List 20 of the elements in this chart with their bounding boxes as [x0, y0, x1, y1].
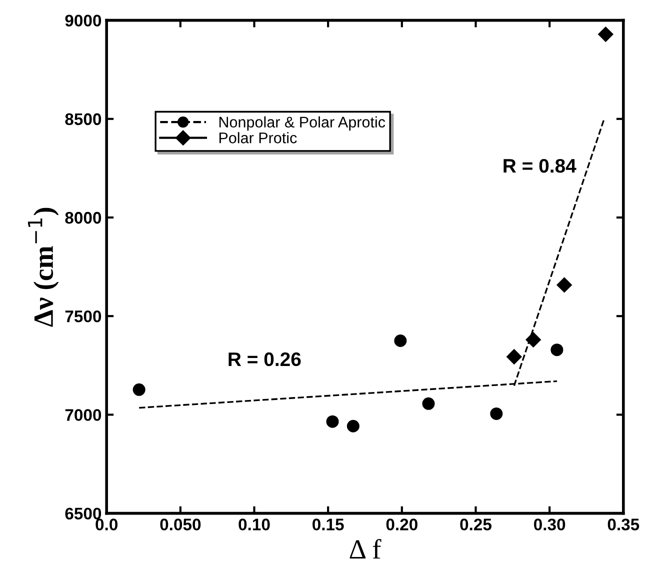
y-tick-label: 7000	[65, 409, 102, 421]
legend-label: Nonpolar & Polar Aprotic	[219, 116, 386, 131]
y-tick-label: 9000	[65, 14, 102, 27]
annotation: R = 0.84	[504, 158, 576, 173]
x-tick-label: 0.20	[386, 518, 418, 530]
x-axis-title: Δ f	[350, 538, 382, 559]
y-tick-label: 6500	[65, 508, 102, 520]
x-tick-label: 0.0	[96, 518, 118, 530]
x-tick-label: 0.35	[608, 518, 640, 530]
y-tick-label: 7500	[65, 310, 102, 322]
y-tick-label: 8000	[65, 212, 102, 224]
x-tick-label: 0.30	[534, 518, 566, 530]
annotation: R = 0.26	[228, 352, 301, 366]
x-tick-label: 0.15	[312, 518, 344, 530]
legend-label: Polar Protic	[219, 132, 297, 144]
x-tick-label: 0.050	[160, 518, 201, 530]
x-tick-label: 0.25	[460, 518, 492, 530]
y-axis-title: Δν (cm$^{−1}$)	[28, 208, 59, 327]
y-tick-label: 8500	[65, 113, 102, 126]
x-tick-label: 0.10	[238, 518, 270, 530]
